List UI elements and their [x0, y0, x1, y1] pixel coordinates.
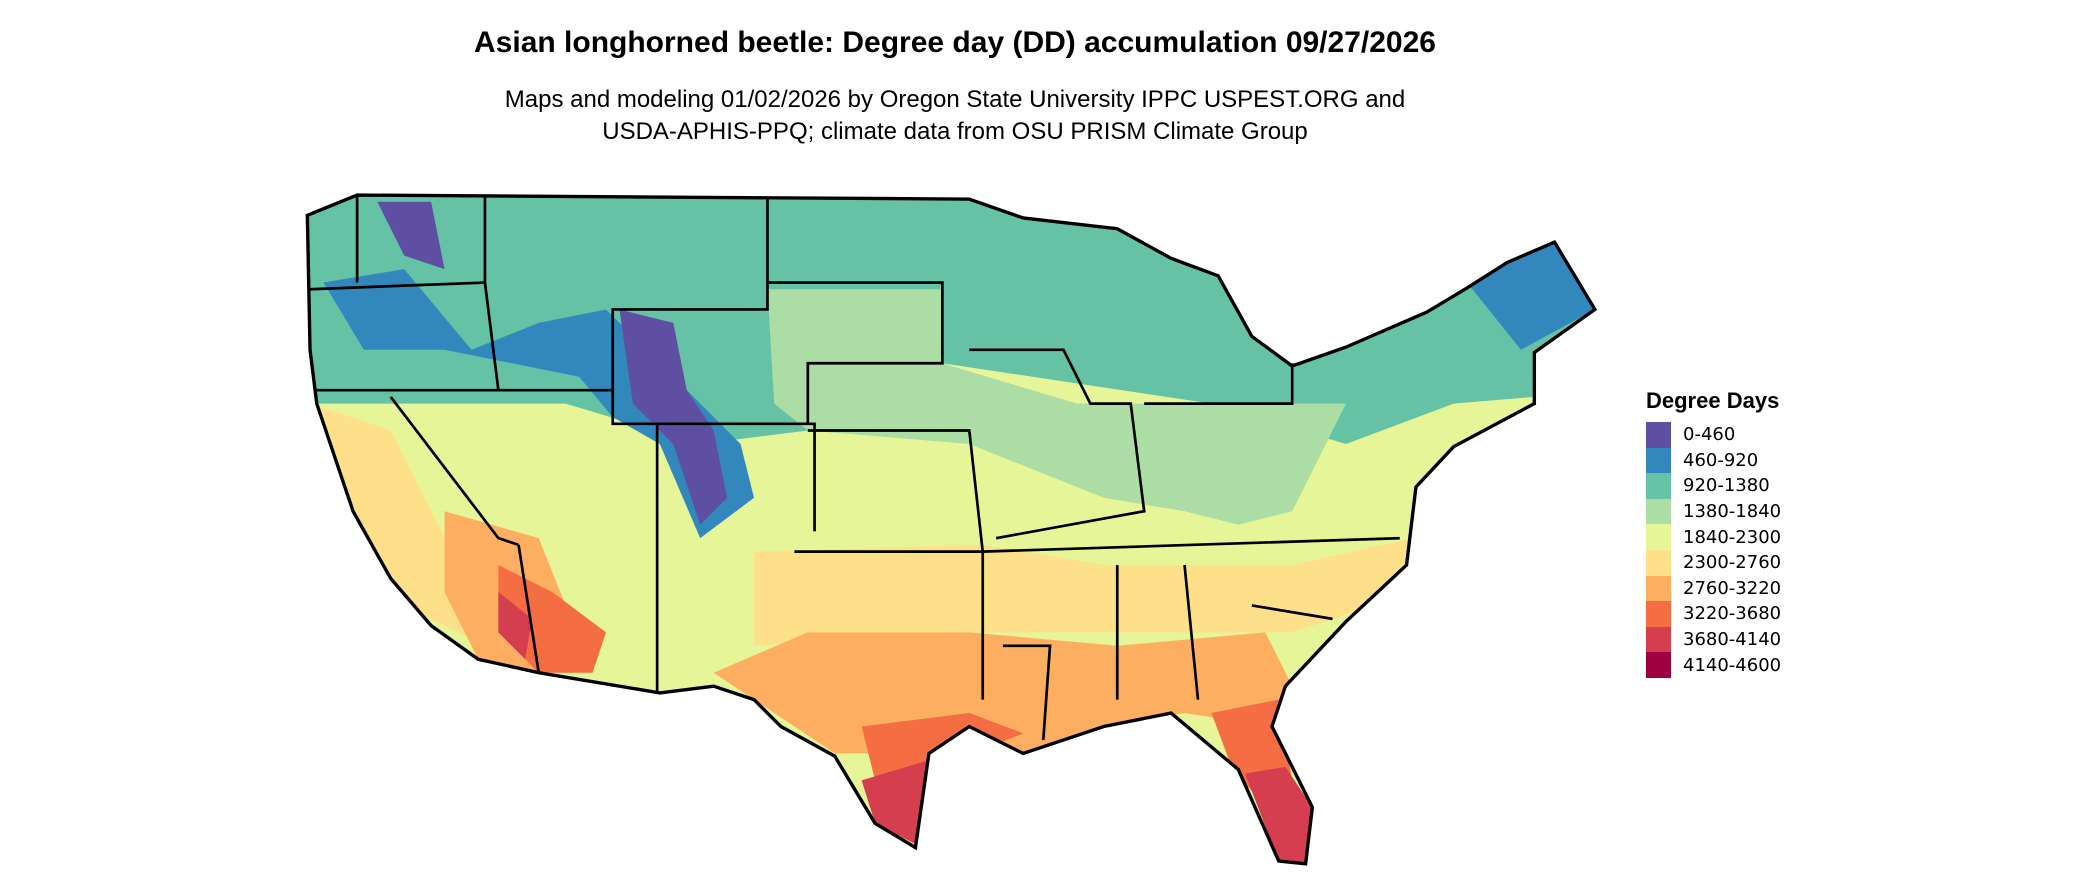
legend-swatch — [1646, 601, 1671, 627]
legend-item: 4140-4600 — [1646, 652, 1781, 678]
map-title: Asian longhorned beetle: Degree day (DD)… — [474, 26, 1436, 59]
zone-2300-2760-south — [754, 538, 1414, 646]
legend-item: 3680-4140 — [1646, 626, 1782, 653]
legend-label: 3680-4140 — [1683, 629, 1782, 651]
legend: Degree Days 0-460 460-920 920-1380 1380-184… — [1646, 388, 1781, 678]
legend-label: 0-460 — [1683, 424, 1736, 446]
legend-item: 2300-2760 — [1646, 549, 1782, 576]
zone-1380-1840 — [767, 289, 1346, 525]
legend-swatch — [1646, 498, 1671, 525]
zone-3680-4140-az — [498, 591, 533, 660]
legend-label: 2300-2760 — [1683, 552, 1782, 574]
zone-2760-3220 — [713, 632, 1293, 754]
legend-label: 1380-1840 — [1683, 501, 1782, 523]
legend-title: Degree Days — [1646, 388, 1780, 413]
map-subtitle-line2: USDA-APHIS-PPQ; climate data from OSU PR… — [602, 118, 1308, 145]
legend-item: 1840-2300 — [1646, 524, 1781, 550]
legend-swatch — [1646, 652, 1671, 678]
legend-swatch — [1646, 626, 1671, 653]
zone-0-460-nw — [377, 201, 445, 270]
legend-label: 920-1380 — [1683, 475, 1770, 497]
legend-item: 3220-3680 — [1646, 601, 1781, 627]
map-subtitle-line1: Maps and modeling 01/02/2026 by Oregon S… — [504, 86, 1406, 113]
zone-3680-4140-tx — [861, 760, 929, 848]
legend-item: 460-920 — [1646, 447, 1781, 474]
legend-item: 1380-1840 — [1646, 498, 1782, 525]
legend-label: 4140-4600 — [1683, 654, 1782, 676]
legend-swatch — [1646, 549, 1671, 576]
zone-3680-4140-fl — [1245, 766, 1313, 864]
legend-item: 0-460 — [1646, 422, 1781, 448]
zone-2300-2760-west — [310, 403, 485, 646]
legend-label: 3220-3680 — [1683, 603, 1782, 625]
legend-swatch — [1646, 422, 1671, 448]
legend-swatch — [1646, 575, 1671, 602]
legend-swatch — [1646, 524, 1671, 550]
legend-label: 2760-3220 — [1683, 577, 1782, 599]
legend-swatch — [1646, 473, 1671, 499]
legend-label: 1840-2300 — [1683, 526, 1782, 548]
legend-label: 460-920 — [1683, 449, 1759, 471]
legend-swatch — [1646, 447, 1671, 474]
zone-460-920 — [323, 269, 755, 539]
legend-item: 2760-3220 — [1646, 575, 1782, 602]
legend-item: 920-1380 — [1646, 473, 1781, 499]
zone-0-460 — [619, 309, 728, 525]
state-borders — [309, 195, 1400, 741]
